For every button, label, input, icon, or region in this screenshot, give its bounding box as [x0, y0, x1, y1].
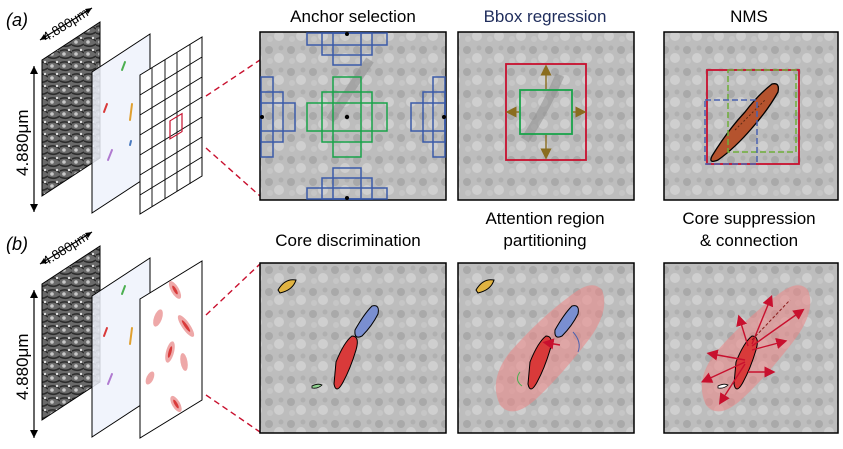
bbox-regression-panel — [457, 31, 635, 201]
attention-title-line2: partitioning — [503, 231, 586, 250]
zoom-line-b-top — [205, 263, 261, 316]
zoom-line-a-bottom — [205, 147, 261, 197]
row-label-a: (a) — [6, 10, 28, 30]
attention-title-line1: Attention region — [485, 209, 604, 228]
attention-partitioning-panel — [457, 262, 635, 434]
grid-plane-a — [139, 36, 203, 215]
height-dimension-b: 4.880μm — [13, 290, 38, 438]
heatmap-plane-b — [139, 260, 203, 439]
core-discrimination-panel — [259, 262, 447, 434]
anchor-box — [519, 89, 573, 135]
anchor-selection-title: Anchor selection — [290, 7, 416, 26]
svg-text:4.880μm: 4.880μm — [13, 110, 32, 177]
center-anchors — [306, 76, 388, 158]
nms-title: NMS — [730, 7, 768, 26]
suppression-connection-panel — [663, 262, 839, 434]
nms-panel — [663, 31, 839, 201]
suppression-title-line1: Core suppression — [682, 209, 815, 228]
bbox-regression-title: Bbox regression — [484, 7, 607, 26]
row-label-b: (b) — [6, 234, 28, 254]
em-image-plane-b — [41, 245, 101, 421]
core-discrimination-title: Core discrimination — [275, 231, 421, 250]
zoom-line-a-top — [205, 59, 261, 97]
stack-b: 4.880μm 4.880μm — [13, 229, 203, 439]
stack-a: 4.880μm 4.880μm — [13, 5, 203, 215]
anchor-selection-panel — [259, 31, 447, 201]
svg-text:4.880μm: 4.880μm — [13, 334, 32, 401]
em-image-plane-a — [41, 21, 101, 197]
zoom-line-b-bottom — [205, 394, 261, 433]
suppression-title-line2: & connection — [700, 231, 798, 250]
height-dimension-a: 4.880μm — [13, 66, 38, 212]
